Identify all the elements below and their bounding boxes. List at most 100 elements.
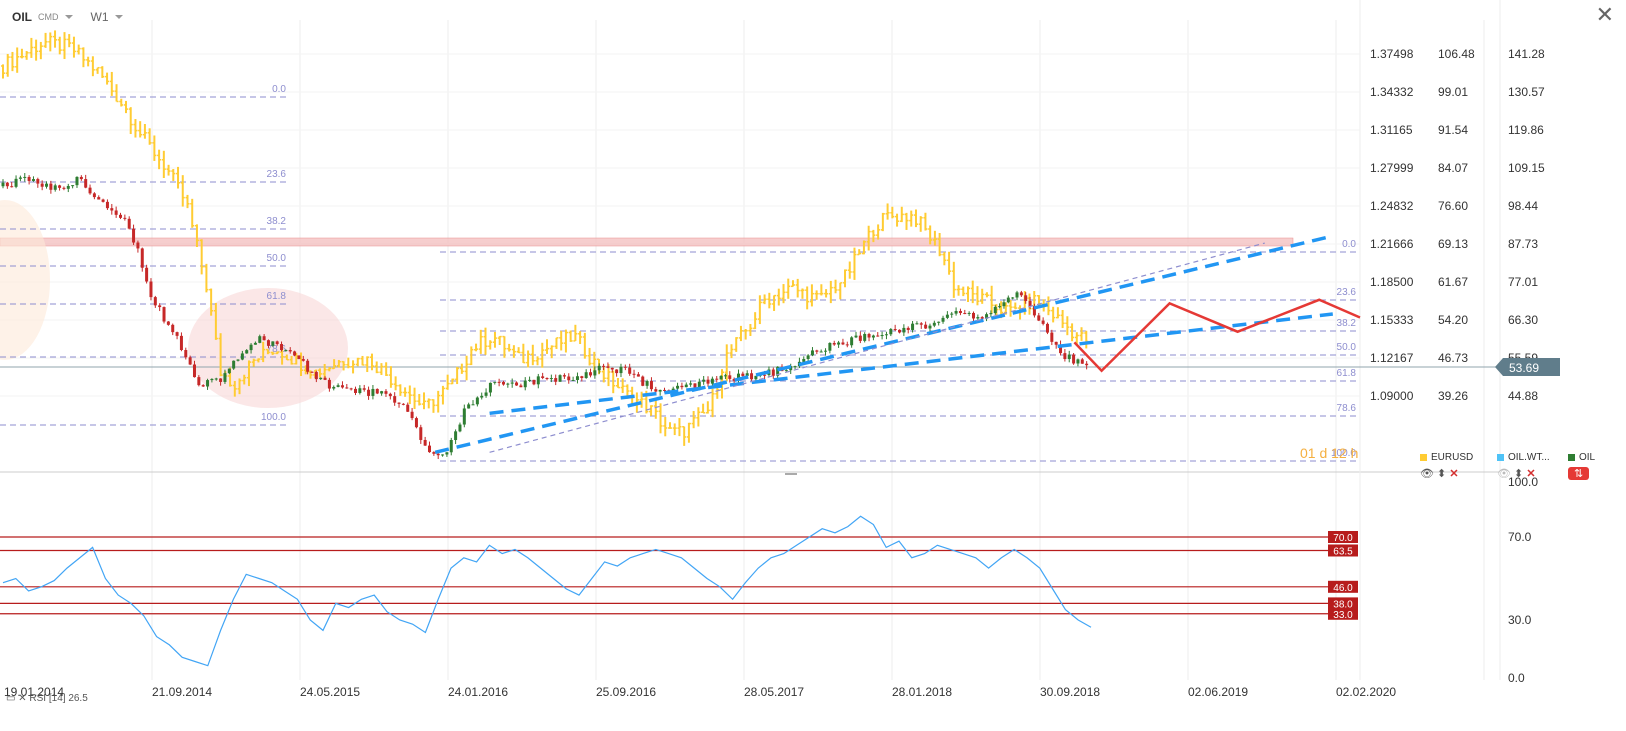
oil-candle bbox=[232, 360, 236, 369]
oil-candle bbox=[340, 385, 344, 388]
oil-candle bbox=[145, 267, 149, 282]
axis-oil-tick: 130.57 bbox=[1508, 85, 1545, 99]
oil-candle bbox=[179, 335, 183, 351]
sort-icon[interactable]: ⬍ bbox=[1514, 468, 1524, 480]
oil-candle bbox=[258, 336, 262, 343]
axis-eurusd-tick: 1.09000 bbox=[1370, 389, 1414, 403]
rsi-level-label: 46.0 bbox=[1333, 583, 1353, 594]
oil-candle bbox=[206, 380, 210, 387]
oil-candle bbox=[5, 182, 9, 187]
oil-candle bbox=[715, 378, 719, 380]
oil-candle bbox=[536, 376, 540, 385]
legend-label: OIL.WT... bbox=[1508, 452, 1550, 463]
axis-oil-tick: 44.88 bbox=[1508, 389, 1538, 403]
chevron-down-icon[interactable] bbox=[64, 15, 73, 19]
rsi-panel: 100.0 70.0 30.0 0.0 70.0 63.5 46.0 38.033.0 bbox=[0, 475, 1538, 685]
oil-candle bbox=[828, 342, 832, 351]
oil-candle bbox=[71, 185, 75, 187]
oil-candle bbox=[306, 360, 310, 372]
oil-candle bbox=[423, 439, 427, 446]
oil-candle bbox=[1054, 341, 1058, 345]
oil-candle bbox=[214, 378, 218, 380]
close-icon[interactable]: ✕ bbox=[18, 693, 27, 704]
oil-candle bbox=[898, 329, 902, 333]
oil-candle bbox=[227, 368, 231, 374]
oil-candle bbox=[175, 332, 179, 336]
fib-level-label: 61.8 bbox=[267, 291, 287, 302]
symbol-label[interactable]: OIL bbox=[12, 10, 32, 24]
legend-oil-wt[interactable]: OIL.WT... 👁 ⬍ ✕ bbox=[1497, 452, 1550, 480]
oil-candle bbox=[184, 350, 188, 358]
time-axis-tick: 19.01.2014 bbox=[4, 685, 64, 699]
oil-candle bbox=[623, 366, 627, 368]
axis-eurusd-tick: 1.37498 bbox=[1370, 47, 1414, 61]
oil-candle bbox=[680, 385, 684, 388]
oil-candle bbox=[380, 391, 384, 394]
eye-icon[interactable]: 👁 bbox=[1420, 468, 1434, 480]
oil-candle bbox=[371, 388, 375, 396]
oil-candle bbox=[36, 179, 40, 184]
oil-candle bbox=[219, 378, 223, 382]
fib-level-label: 38.2 bbox=[1337, 318, 1357, 329]
oil-candle bbox=[314, 372, 318, 380]
rsi-indicator-label[interactable]: ▭ ✕ RSI [14] 26.5 bbox=[6, 693, 88, 704]
axis-eurusd-tick: 1.15333 bbox=[1370, 313, 1414, 327]
oil-candle bbox=[706, 379, 710, 384]
oil-candle bbox=[589, 372, 593, 376]
oil-candle bbox=[484, 392, 488, 396]
oil-candle bbox=[119, 214, 123, 218]
oil-candle bbox=[266, 340, 270, 346]
time-axis-tick: 02.06.2019 bbox=[1188, 685, 1248, 699]
time-axis-tick: 21.09.2014 bbox=[152, 685, 212, 699]
remove-icon[interactable]: ✕ bbox=[1449, 468, 1459, 480]
oil-candle bbox=[462, 408, 466, 425]
legend-eurusd[interactable]: EURUSD 👁 ⬍ ✕ bbox=[1420, 452, 1473, 480]
oil-candle bbox=[754, 375, 758, 380]
oil-candle bbox=[149, 281, 153, 298]
oil-candle bbox=[397, 402, 401, 404]
fib-level-label: 0.0 bbox=[272, 84, 286, 95]
oil-candle bbox=[976, 317, 980, 319]
oil-candle bbox=[262, 336, 266, 341]
oil-candle bbox=[49, 183, 53, 190]
chevron-down-icon[interactable] bbox=[114, 15, 123, 19]
rsi-axis-tick: 70.0 bbox=[1508, 530, 1532, 544]
oil-candle bbox=[10, 186, 14, 188]
oil-candle bbox=[367, 389, 371, 396]
oil-candle bbox=[310, 371, 314, 373]
oil-candle bbox=[924, 324, 928, 329]
oil-candle bbox=[245, 350, 249, 354]
sort-icon[interactable]: ⬍ bbox=[1437, 468, 1447, 480]
fib-level-label: 100.0 bbox=[261, 412, 286, 423]
oil-candle bbox=[445, 452, 449, 455]
oil-candle bbox=[401, 403, 405, 405]
countdown-overlay: 01 d 12 h bbox=[1300, 445, 1358, 461]
grid bbox=[0, 0, 1501, 680]
oil-candle bbox=[1041, 320, 1045, 324]
oil-candle bbox=[110, 208, 114, 211]
candle-style-icon[interactable]: ⇅ bbox=[1568, 467, 1590, 480]
oil-candle bbox=[532, 379, 536, 385]
trend-line bbox=[434, 234, 1334, 455]
oil-candle bbox=[419, 427, 423, 440]
oil-candle bbox=[427, 445, 431, 453]
oil-candle bbox=[736, 373, 740, 381]
oil-candle bbox=[62, 187, 66, 189]
oil-candle bbox=[1063, 353, 1067, 360]
oil-candle bbox=[867, 333, 871, 338]
legend-oil[interactable]: OIL ⇅ bbox=[1568, 452, 1595, 480]
color-swatch bbox=[1497, 453, 1504, 461]
remove-icon[interactable]: ✕ bbox=[1526, 468, 1536, 480]
chart-header: OIL CMD W1 bbox=[12, 10, 123, 24]
eye-icon[interactable]: 👁 bbox=[1497, 468, 1511, 480]
oil-candle bbox=[358, 388, 362, 393]
close-icon[interactable]: ✕ bbox=[1595, 2, 1614, 27]
oil-candle bbox=[693, 383, 697, 388]
timeframe-selector[interactable]: W1 bbox=[90, 10, 109, 24]
oil-candle bbox=[132, 228, 136, 243]
oil-candle bbox=[123, 217, 127, 219]
rsi-level-badge: 38.0 bbox=[1328, 597, 1358, 610]
rsi-level-label: 33.0 bbox=[1333, 610, 1353, 621]
oil-candle bbox=[702, 379, 706, 382]
